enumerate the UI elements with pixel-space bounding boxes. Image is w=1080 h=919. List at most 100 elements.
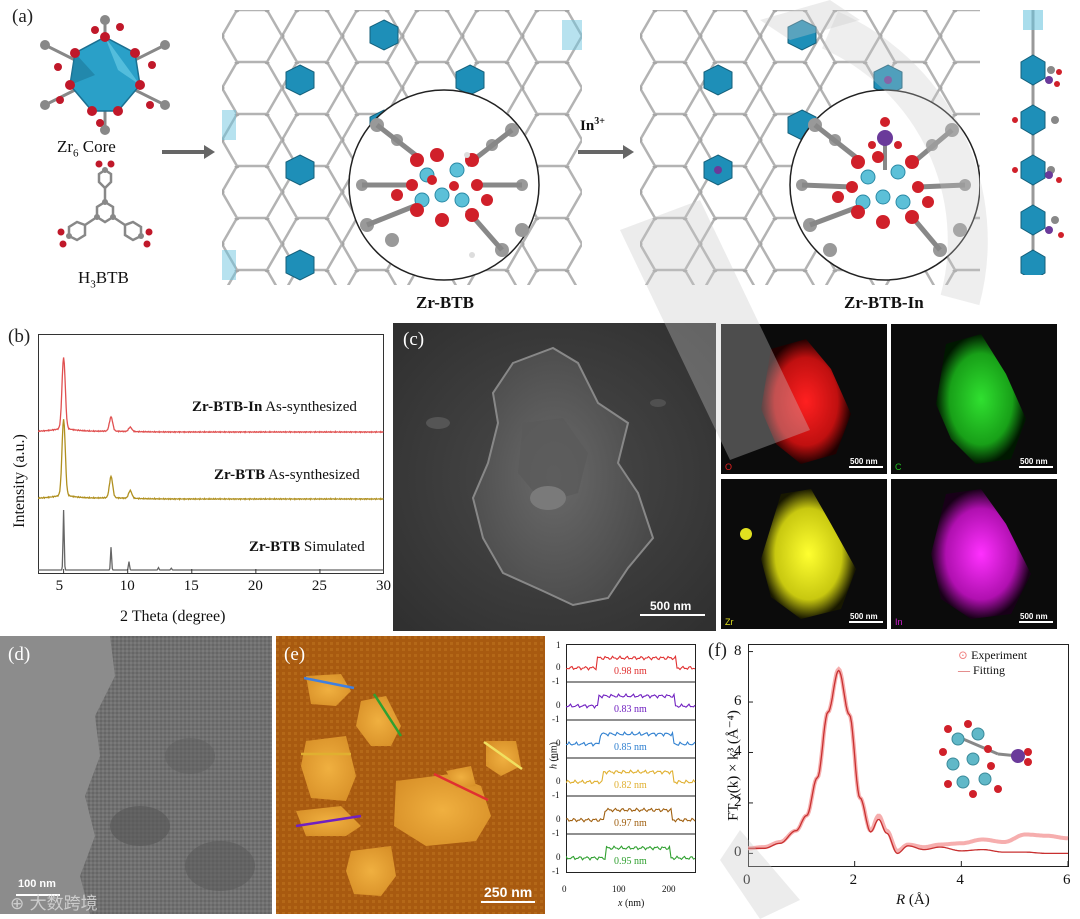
profile-value-2: 0.85 nm bbox=[614, 742, 647, 753]
in3-label: In3+ bbox=[580, 116, 605, 134]
xrd-xtick-30: 30 bbox=[376, 578, 391, 594]
profile-line-1 bbox=[566, 692, 696, 710]
exafs-ytick-8: 8 bbox=[734, 642, 742, 659]
xrd-series-1 bbox=[38, 419, 384, 501]
tem-scalebar bbox=[16, 894, 60, 896]
h3btb-label: H3BTB bbox=[78, 268, 129, 291]
zrbtb-label: Zr-BTB bbox=[416, 293, 474, 312]
profile-value-1: 0.83 nm bbox=[614, 704, 647, 715]
xrd-xtick-20: 20 bbox=[247, 578, 263, 594]
sem-scalebar-text: 500 nm bbox=[650, 599, 692, 613]
exafs-ytick-2: 2 bbox=[734, 793, 742, 810]
zrbtbin-framework bbox=[640, 10, 980, 285]
sem-scalebar bbox=[640, 614, 705, 616]
profile-line-2 bbox=[566, 730, 696, 747]
afm-profiles: h (nm) 0.98 nm 0.83 nm 0.85 nm 0.82 nm 0.97 … bbox=[548, 640, 708, 918]
profile-ytick: 0 bbox=[556, 814, 561, 824]
inset-structure bbox=[939, 720, 1032, 798]
profile-ytick: 0 bbox=[556, 662, 561, 672]
panel-f: (f) FT χ(k) × k³ (Å⁻⁴) ⊙ Experiment — Fi… bbox=[708, 636, 1080, 919]
eds-tag-o: O bbox=[725, 462, 733, 472]
tem-image bbox=[0, 636, 272, 914]
eds-tag-zr: Zr bbox=[725, 617, 734, 627]
eds-scale-zr: 500 nm bbox=[850, 612, 878, 621]
profile-value-4: 0.97 nm bbox=[614, 818, 647, 829]
profile-line-4 bbox=[566, 807, 696, 823]
panel-b-xlabel: 2 Theta (degree) bbox=[120, 608, 226, 625]
panel-e-label: (e) bbox=[284, 644, 306, 665]
trace-label-zrbtbin: Zr-BTB-In As-synthesized bbox=[192, 399, 357, 415]
profile-ytick: 0 bbox=[556, 776, 561, 786]
afm-scalebar-text: 250 nm bbox=[484, 884, 533, 900]
profile-line-3 bbox=[566, 769, 696, 785]
profile-value-3: 0.82 nm bbox=[614, 780, 647, 791]
zr6-core-illustration bbox=[40, 15, 170, 135]
h3btb-illustration bbox=[57, 160, 153, 248]
eds-map-in: In 500 nm bbox=[891, 479, 1057, 629]
exafs-ytick-4: 4 bbox=[734, 743, 742, 760]
eds-scale-in: 500 nm bbox=[1020, 612, 1048, 621]
exafs-ytick-0: 0 bbox=[734, 844, 742, 861]
watermark-logo-icon: ⊕ bbox=[10, 894, 25, 914]
side-view bbox=[1012, 10, 1064, 275]
profile-ytick: -1 bbox=[552, 752, 560, 762]
afm-profile-plot bbox=[566, 644, 696, 873]
exafs-plot bbox=[748, 644, 1069, 867]
profile-ytick: 0 bbox=[556, 738, 561, 748]
panel-a: (a) Zr6 Core bbox=[0, 0, 1080, 320]
eds-tag-c: C bbox=[895, 462, 902, 472]
panel-d-label: (d) bbox=[8, 644, 31, 665]
zrbtb-framework bbox=[222, 10, 582, 285]
eds-tag-in: In bbox=[895, 617, 903, 627]
arrow-2 bbox=[578, 145, 634, 159]
zrbtbin-label: Zr-BTB-In bbox=[844, 293, 924, 312]
afm-scalebar bbox=[481, 901, 535, 903]
eds-scale-o: 500 nm bbox=[850, 457, 878, 466]
xrd-xtick-10: 10 bbox=[119, 578, 135, 594]
panel-b-label: (b) bbox=[8, 326, 31, 347]
afm-xlabel: x (nm) bbox=[618, 898, 645, 909]
profile-xtick-200: 200 bbox=[662, 884, 676, 894]
profile-xtick-100: 100 bbox=[612, 884, 626, 894]
profile-ytick: 0 bbox=[556, 700, 561, 710]
xrd-plot bbox=[38, 334, 384, 574]
profile-ytick: -1 bbox=[552, 714, 560, 724]
eds-map-o: O 500 nm bbox=[721, 324, 887, 474]
xrd-xtick-25: 25 bbox=[311, 578, 327, 594]
eds-scale-c: 500 nm bbox=[1020, 457, 1048, 466]
watermark: ⊕ 大数跨境 bbox=[10, 894, 98, 914]
exafs-ytick-6: 6 bbox=[734, 693, 742, 710]
exafs-xtick-4: 4 bbox=[956, 872, 964, 888]
exafs-xtick-0: 0 bbox=[743, 872, 751, 888]
profile-ytick: -1 bbox=[552, 790, 560, 800]
trace-label-simulated: Zr-BTB Simulated bbox=[249, 539, 365, 555]
xrd-series-0 bbox=[38, 357, 384, 434]
afm-image bbox=[276, 636, 545, 914]
panel-f-xlabel: R (Å) bbox=[896, 892, 930, 908]
panel-c-label: (c) bbox=[403, 329, 425, 350]
xrd-xtick-5: 5 bbox=[55, 578, 64, 594]
profile-ytick: -1 bbox=[552, 866, 560, 876]
profile-ytick: 0 bbox=[556, 852, 561, 862]
eds-scalebar-c bbox=[1019, 466, 1053, 468]
profile-line-0 bbox=[566, 654, 696, 671]
zr6-core-label: Zr6 Core bbox=[57, 137, 116, 160]
legend-fitting: — Fitting bbox=[958, 663, 1006, 677]
profile-xtick-0: 0 bbox=[562, 884, 567, 894]
eds-scalebar-in bbox=[1019, 621, 1053, 623]
trace-label-zrbtb: Zr-BTB As-synthesized bbox=[214, 467, 360, 483]
xrd-xtick-15: 15 bbox=[183, 578, 199, 594]
legend-experiment: ⊙ Experiment bbox=[958, 648, 1028, 662]
arrow-1 bbox=[162, 145, 215, 159]
panel-c-sem: (c) 500 nm bbox=[393, 323, 716, 631]
exafs-xtick-6: 6 bbox=[1063, 872, 1071, 888]
profile-ytick: 1 bbox=[556, 640, 561, 650]
exafs-xtick-2: 2 bbox=[849, 872, 858, 888]
eds-scalebar-zr bbox=[849, 621, 883, 623]
profile-ytick: -1 bbox=[552, 676, 560, 686]
panel-f-label: (f) bbox=[708, 640, 727, 661]
panel-b-ylabel: Intensity (a.u.) bbox=[11, 434, 28, 528]
profile-ytick: -1 bbox=[552, 828, 560, 838]
panel-b: (b) Intensity (a.u.) Zr-BTB-In As-synthe… bbox=[0, 322, 392, 632]
eds-map-c: C 500 nm bbox=[891, 324, 1057, 474]
